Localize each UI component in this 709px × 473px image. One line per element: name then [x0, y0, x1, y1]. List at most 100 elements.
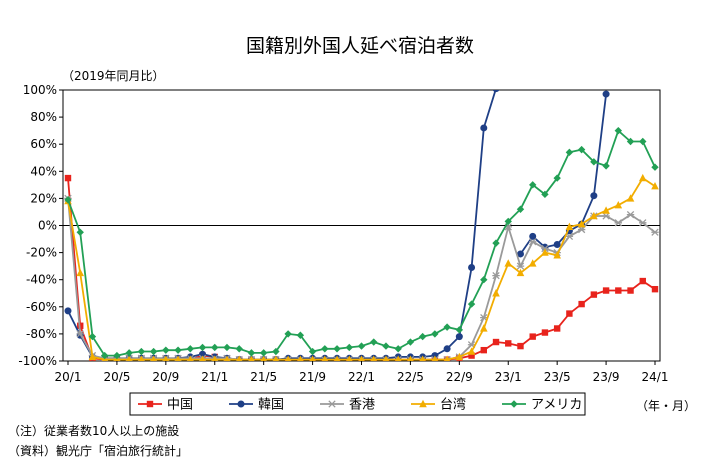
data-point: [455, 326, 464, 334]
data-point: [247, 349, 256, 357]
data-point: [273, 355, 279, 361]
data-point: [443, 323, 451, 331]
data-point: [211, 343, 219, 352]
data-point: [199, 355, 206, 361]
x-tick-label: 20/1: [55, 370, 82, 384]
data-point: [126, 355, 132, 361]
data-point: [431, 330, 439, 338]
data-point: [382, 342, 390, 350]
y-tick-label: -100%: [18, 354, 57, 368]
series-4: [64, 126, 659, 360]
data-point: [553, 251, 561, 259]
data-point: [455, 352, 464, 361]
data-point: [492, 239, 500, 247]
data-point: [492, 90, 500, 93]
chart-title: 国籍別外国人延べ宿泊者数: [246, 35, 474, 57]
data-point: [418, 332, 427, 341]
series-0: [64, 174, 659, 361]
data-point: [541, 329, 549, 336]
data-point: [529, 232, 537, 240]
y-tick-label: -40%: [26, 273, 57, 287]
data-point: [651, 228, 659, 236]
data-point: [198, 343, 207, 352]
data-point: [615, 287, 622, 294]
data-point: [505, 340, 512, 347]
data-point: [444, 355, 450, 361]
data-point: [590, 211, 598, 220]
x-tick-label: 21/1: [201, 370, 228, 384]
data-point: [565, 232, 574, 240]
series-line: [67, 129, 656, 357]
data-point: [432, 355, 438, 361]
legend-box: [129, 392, 586, 416]
data-point: [370, 338, 378, 346]
data-point: [211, 355, 218, 361]
data-point: [223, 343, 231, 352]
footnote-note: （注）従業者数10人以上の施設: [8, 424, 180, 438]
data-point: [419, 355, 426, 361]
data-point: [639, 137, 647, 146]
legend-label: 台湾: [440, 397, 466, 413]
x-tick-label: 21/9: [299, 370, 326, 384]
data-point: [407, 355, 414, 361]
x-tick-label: 22/1: [348, 370, 375, 384]
data-point: [64, 174, 72, 182]
data-point: [395, 355, 402, 361]
data-point: [284, 330, 292, 338]
y-tick-label: 60%: [30, 137, 57, 151]
data-point: [480, 124, 488, 132]
data-point: [541, 248, 549, 256]
data-point: [175, 355, 181, 361]
series-line: [67, 178, 656, 361]
data-point: [516, 268, 525, 277]
data-point: [651, 163, 659, 171]
x-tick-label: 21/5: [250, 370, 277, 384]
data-point: [492, 271, 500, 280]
data-point: [76, 330, 84, 338]
y-tick-label: 0%: [38, 219, 57, 233]
data-point: [614, 200, 623, 209]
data-point: [578, 300, 585, 308]
data-point: [651, 182, 659, 190]
data-point: [639, 277, 646, 285]
x-tick-label: 22/5: [397, 370, 424, 384]
data-point: [480, 276, 488, 284]
footnote-source: （資料）観光庁「宿泊旅行統計」: [8, 444, 189, 458]
data-point: [529, 238, 537, 246]
x-tick-label: 24/1: [642, 370, 669, 384]
x-tick-label: 20/9: [152, 370, 179, 384]
data-point: [577, 145, 586, 154]
x-tick-label: 23/5: [544, 370, 571, 384]
legend-marker: [146, 400, 154, 408]
data-point: [553, 174, 561, 182]
series-line: [67, 176, 656, 361]
legend-label: アメリカ: [531, 398, 582, 413]
y-axis-unit-label: （2019年同月比）: [62, 69, 165, 83]
data-point: [64, 196, 72, 204]
data-point: [516, 205, 525, 213]
data-point: [639, 219, 647, 227]
data-point: [272, 347, 280, 356]
data-point: [285, 355, 291, 361]
data-point: [590, 192, 598, 200]
data-point: [406, 338, 415, 346]
data-point: [517, 342, 524, 350]
data-point: [370, 355, 377, 361]
data-point: [602, 212, 610, 220]
data-point: [468, 264, 476, 272]
data-point: [516, 250, 524, 258]
series-3: [64, 173, 659, 361]
data-point: [566, 310, 573, 317]
data-point: [345, 343, 353, 352]
legend-label: 中国: [167, 398, 193, 413]
legend-label: 香港: [349, 398, 375, 413]
data-point: [64, 307, 72, 315]
data-point: [88, 352, 97, 361]
data-point: [125, 349, 133, 357]
data-point: [358, 355, 365, 361]
data-point: [602, 287, 610, 294]
data-point: [468, 352, 475, 359]
y-tick-label: 20%: [30, 191, 57, 205]
data-point: [334, 355, 340, 361]
y-tick-label: 80%: [30, 110, 57, 124]
